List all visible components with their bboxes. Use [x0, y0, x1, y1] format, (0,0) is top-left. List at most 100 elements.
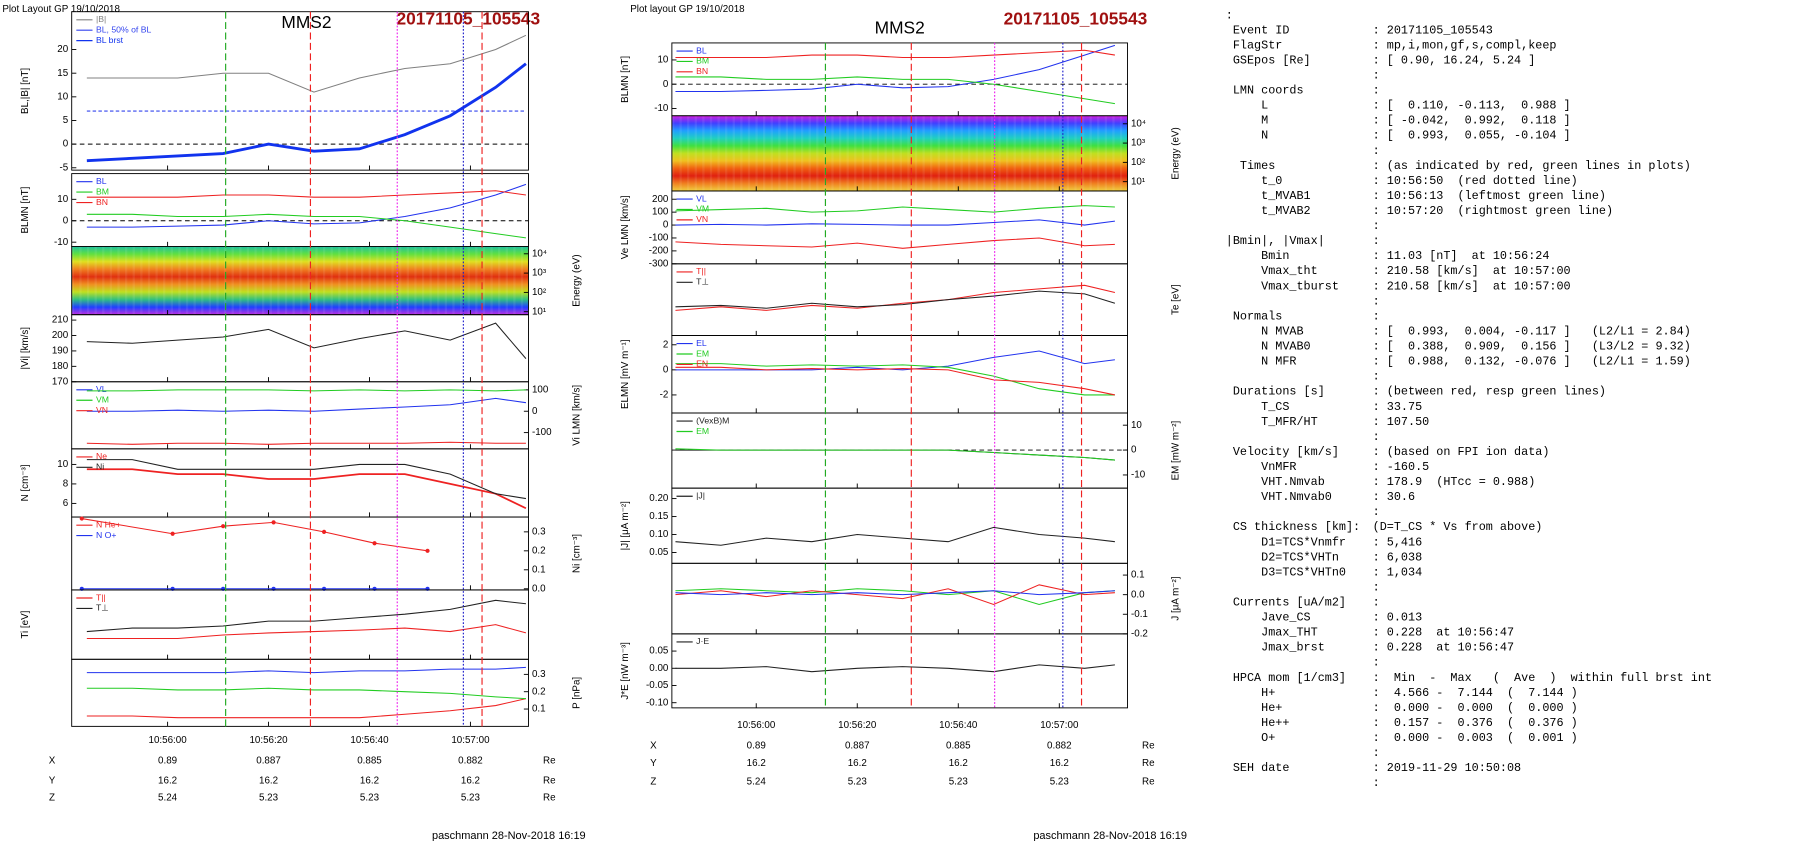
spectrogram-streak	[937, 115, 940, 191]
info-key: N MVAB0	[1226, 340, 1311, 354]
spectrogram-streak	[490, 246, 493, 315]
data-point	[425, 548, 430, 553]
panel: 10⁴ 10³ 10² 10¹ Energy (eV)	[71, 245, 583, 317]
series-line	[675, 44, 1116, 93]
spectrogram-streak	[694, 115, 697, 191]
info-key: M	[1226, 114, 1268, 128]
info-value: : [ 0.993, 0.004, -0.117 ] (L2/L1 = 2.84…	[1373, 324, 1691, 338]
position-value: 0.882	[458, 756, 483, 767]
position-value: 16.2	[259, 775, 278, 786]
y-tick-label: 0	[532, 406, 538, 417]
y-tick-label: 0	[1131, 445, 1137, 456]
info-value: :	[1373, 776, 1380, 790]
y-tick-label: -300	[649, 258, 669, 269]
spectrogram-streak	[208, 246, 212, 315]
y-tick-label: 10	[57, 91, 68, 102]
spectrogram-streak	[239, 246, 242, 315]
y-tick-label: 0.1	[532, 704, 546, 715]
info-value: : 10:56:13 (leftmost green line)	[1373, 189, 1606, 203]
spectrogram-streak	[322, 246, 326, 315]
legend-label: VL	[696, 193, 707, 203]
info-value: : 4.566 - 7.144 ( 7.144 )	[1373, 686, 1578, 700]
info-value: : 0.000 - 0.003 ( 0.001 )	[1373, 731, 1578, 745]
position-value: 5.23	[461, 793, 481, 804]
position-value: 16.2	[360, 775, 379, 786]
series-line	[675, 290, 1116, 309]
position-value: 5.23	[949, 776, 969, 787]
spectrogram-streak	[231, 246, 234, 315]
spectrogram-streak	[914, 115, 918, 191]
position-label: Z	[650, 776, 656, 787]
legend-label: EN	[696, 359, 708, 369]
spectrogram-streak	[155, 246, 158, 315]
y-axis-label: BL,|B| [nT]	[20, 68, 31, 114]
series-line	[86, 213, 527, 239]
info-key: N MVAB	[1226, 324, 1304, 338]
spectrogram-streak	[117, 246, 120, 315]
spectrogram-streak	[1066, 115, 1070, 191]
info-key: L	[1226, 99, 1268, 113]
info-value: :	[1373, 580, 1380, 594]
spectrogram-streak	[747, 115, 751, 191]
info-key: He++	[1226, 716, 1290, 730]
info-value: : [ 0.388, 0.909, 0.156 ] (L3/L2 = 9.32)	[1373, 340, 1691, 354]
position-unit: Re	[1142, 776, 1155, 787]
position-value: 16.2	[848, 758, 867, 769]
series-line	[675, 664, 1115, 673]
x-tick-label: 10:56:40	[939, 720, 978, 731]
info-value: : [ 0.988, 0.132, -0.076 ] (L2/L1 = 1.59…	[1373, 355, 1691, 369]
info-key: SEH date	[1226, 761, 1290, 775]
position-label: X	[49, 756, 56, 767]
series-line	[86, 687, 526, 700]
position-unit: Re	[543, 793, 556, 804]
y-tick-label: 10	[657, 55, 668, 66]
info-key: Vmax_tht	[1226, 264, 1318, 278]
legend-label: |J|	[696, 491, 705, 501]
legend-label: T⊥	[696, 277, 709, 287]
info-key: O+	[1226, 731, 1276, 745]
spectrogram-streak	[1081, 115, 1085, 191]
spectrogram-streak	[831, 115, 834, 191]
spectrogram-streak	[475, 246, 478, 315]
spectrogram-streak	[284, 246, 288, 315]
series-line	[675, 205, 1115, 213]
position-label: Y	[49, 775, 56, 786]
y-tick-label: 0.1	[532, 564, 546, 575]
info-key: Velocity [km/s]	[1226, 445, 1339, 459]
spectrogram-streak	[109, 246, 113, 315]
legend-label: BM	[96, 186, 109, 196]
x-tick-label: 10:56:20	[249, 735, 288, 746]
y-axis-label: Ni [cm⁻³]	[572, 534, 583, 573]
spectrogram-streak	[1028, 115, 1032, 191]
spectrogram-streak	[102, 246, 105, 315]
legend-label: VL	[96, 384, 107, 394]
position-value: 0.885	[946, 741, 971, 752]
info-key: Jave_CS	[1226, 611, 1311, 625]
info-key: GSEpos [Re]	[1226, 53, 1311, 67]
spectrogram-streak	[755, 115, 758, 191]
y-tick-label: -10	[1131, 470, 1146, 481]
series-line	[675, 76, 1115, 105]
series-line	[86, 397, 527, 412]
position-value: 16.2	[461, 775, 480, 786]
spectrogram-streak	[990, 115, 994, 191]
legend-label: BN	[696, 66, 708, 76]
info-value: : 1,034	[1373, 565, 1423, 579]
info-value: : mp,i,mon,gf,s,compl,keep	[1373, 38, 1557, 52]
info-key: D2=TCS*VHTn	[1226, 550, 1339, 564]
x-tick-label: 10:56:40	[350, 735, 389, 746]
spectrogram-streak	[444, 246, 448, 315]
spectrogram-streak	[193, 246, 196, 315]
position-unit: Re	[1142, 758, 1155, 769]
legend-label: VN	[696, 214, 708, 224]
y-tick-label: -100	[649, 233, 669, 244]
info-key: N	[1226, 129, 1268, 143]
info-key: VHT.Nmvab0	[1226, 490, 1332, 504]
spectrogram-streak	[437, 246, 440, 315]
info-key: Durations [s]	[1226, 385, 1325, 399]
spectrogram-streak	[132, 246, 135, 315]
legend-label: VM	[96, 395, 109, 405]
series-line	[86, 441, 526, 445]
